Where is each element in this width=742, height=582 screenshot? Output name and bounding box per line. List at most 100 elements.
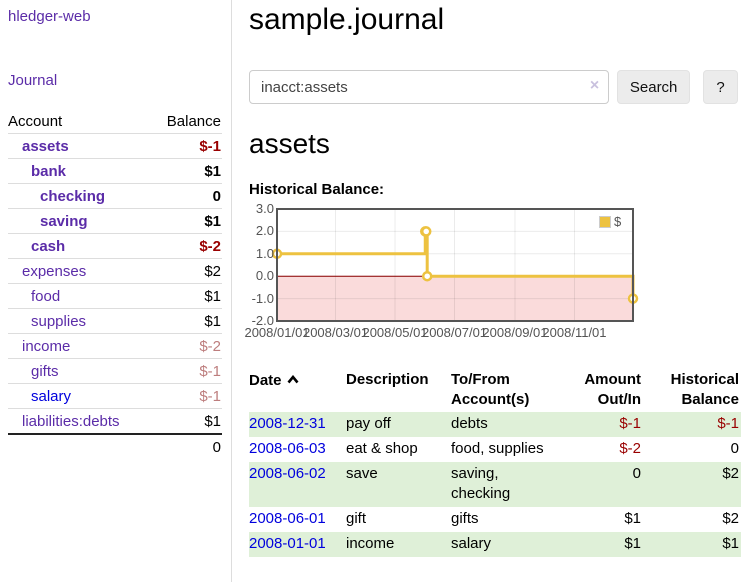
x-axis-label: 2008/11/01 xyxy=(542,325,607,340)
column-header-accounts: To/From Account(s) xyxy=(451,371,530,408)
transaction-balance: $2 xyxy=(722,510,739,527)
search-button[interactable]: Search xyxy=(617,70,691,104)
main-content: sample.journal × Search ? assets Histori… xyxy=(232,0,742,582)
y-axis-label: -1.0 xyxy=(251,290,274,306)
register-body: 2008-12-31 pay off debts $-1 $-1 2008-06… xyxy=(249,412,741,557)
account-page-title: assets xyxy=(249,128,330,159)
account-balance: $1 xyxy=(151,308,222,334)
transaction-date-link[interactable]: 2008-06-01 xyxy=(249,510,326,527)
account-balance: $-2 xyxy=(151,333,222,359)
transaction-row: 2008-06-01 gift gifts $1 $2 xyxy=(249,507,741,532)
account-balance: $2 xyxy=(151,258,222,284)
sidebar-item-journal[interactable]: Journal xyxy=(8,72,58,89)
transaction-row: 2008-06-03 eat & shop food, supplies $-2… xyxy=(249,437,741,462)
account-row: cash $-2 xyxy=(8,233,222,259)
transaction-accounts: gifts xyxy=(451,510,479,527)
negative-region xyxy=(277,276,633,321)
data-point xyxy=(421,270,433,282)
account-balance: $1 xyxy=(151,408,222,434)
transaction-date-link[interactable]: 2008-06-03 xyxy=(249,440,326,457)
accounts-table: Account Balance assets $-1 bank $1 check… xyxy=(8,109,222,459)
account-row: income $-2 xyxy=(8,333,222,359)
accounts-header-row: Account Balance xyxy=(8,109,222,134)
account-balance: $-1 xyxy=(151,133,222,159)
account-link[interactable]: checking xyxy=(40,188,106,205)
sort-ascending-icon xyxy=(287,370,299,390)
transaction-amount: $1 xyxy=(561,532,643,557)
transaction-date-link[interactable]: 2008-06-02 xyxy=(249,465,326,482)
account-link[interactable]: liabilities:debts xyxy=(22,413,120,430)
transaction-accounts: food, supplies xyxy=(451,440,544,457)
x-axis-label: 2008/07/01 xyxy=(421,325,488,340)
transaction-description: save xyxy=(346,462,451,507)
clear-search-icon[interactable]: × xyxy=(589,77,600,94)
transaction-date-link[interactable]: 2008-12-31 xyxy=(249,415,326,432)
transaction-description: pay off xyxy=(346,412,451,437)
account-balance: $1 xyxy=(151,158,222,184)
account-link[interactable]: assets xyxy=(22,138,69,155)
account-link[interactable]: food xyxy=(31,288,61,305)
x-axis-label: 2008/05/01 xyxy=(362,325,428,340)
chart-legend: $ xyxy=(599,214,621,229)
transaction-description: gift xyxy=(346,510,367,527)
y-axis-label: -2.0 xyxy=(251,313,274,328)
x-axis-label: 2008/01/01 xyxy=(244,325,310,340)
transaction-balance: $1 xyxy=(643,532,741,557)
account-balance: $-1 xyxy=(151,358,222,384)
account-link[interactable]: expenses xyxy=(22,263,87,280)
transaction-row: 2008-01-01 income salary $1 $1 xyxy=(249,532,741,557)
account-balance: $1 xyxy=(151,283,222,309)
transaction-balance: $-1 xyxy=(643,412,741,437)
plot-border xyxy=(276,208,634,322)
app-title-link[interactable]: hledger-web xyxy=(8,8,91,25)
account-link[interactable]: saving xyxy=(40,213,88,230)
column-header-balance: Historical Balance xyxy=(670,371,739,408)
transaction-amount: 0 xyxy=(561,462,643,507)
legend-label: $ xyxy=(614,214,622,229)
x-axis-label: 2008/03/01 xyxy=(302,325,369,340)
transaction-accounts: saving, checking xyxy=(451,462,561,507)
page-title: sample.journal xyxy=(249,3,445,36)
account-row: bank $1 xyxy=(8,158,222,184)
transaction-description: eat & shop xyxy=(346,440,418,457)
account-balance: 0 xyxy=(151,183,222,209)
search-input-wrap: × xyxy=(249,70,610,104)
account-row: supplies $1 xyxy=(8,308,222,334)
register-header-row: Date Description To/From Account(s) Amou… xyxy=(249,368,741,412)
column-header-description: Description xyxy=(346,371,429,388)
account-link[interactable]: income xyxy=(22,338,71,355)
transaction-balance: $2 xyxy=(643,462,741,507)
accounts-total-row: 0 xyxy=(8,433,222,459)
transaction-row: 2008-12-31 pay off debts $-1 $-1 xyxy=(249,412,741,437)
account-row: expenses $2 xyxy=(8,258,222,284)
transaction-amount: $-1 xyxy=(561,412,643,437)
account-link[interactable]: bank xyxy=(31,163,67,180)
account-balance: $-2 xyxy=(151,233,222,259)
account-link[interactable]: cash xyxy=(31,238,66,255)
transaction-date-link[interactable]: 2008-01-01 xyxy=(249,535,326,552)
transaction-accounts: debts xyxy=(451,412,561,437)
account-link[interactable]: supplies xyxy=(31,313,87,330)
register-table: Date Description To/From Account(s) Amou… xyxy=(249,368,741,557)
transaction-description: income xyxy=(346,532,451,557)
chart-svg xyxy=(271,208,639,322)
column-header-date[interactable]: Date xyxy=(249,368,346,412)
x-axis-label: 2008/09/01 xyxy=(482,325,548,340)
account-link[interactable]: gifts xyxy=(31,363,59,380)
y-axis-label: 0.0 xyxy=(255,268,274,284)
transaction-balance: 0 xyxy=(730,440,739,457)
legend-swatch xyxy=(599,215,611,228)
y-axis-label: 2.0 xyxy=(255,223,274,239)
account-row: salary $-1 xyxy=(8,383,222,409)
help-button[interactable]: ? xyxy=(703,70,738,104)
account-row: food $1 xyxy=(8,283,222,309)
account-link[interactable]: salary xyxy=(31,388,72,405)
accounts-header-account: Account xyxy=(8,113,63,130)
search-input[interactable] xyxy=(249,70,610,104)
account-balance: $-1 xyxy=(151,383,222,409)
search-form: × Search ? xyxy=(249,70,738,104)
sidebar: hledger-web Journal Account Balance asse… xyxy=(0,0,232,582)
account-row: checking 0 xyxy=(8,183,222,209)
data-point xyxy=(420,226,432,237)
accounts-body: assets $-1 bank $1 checking 0 saving $1 … xyxy=(8,133,222,434)
